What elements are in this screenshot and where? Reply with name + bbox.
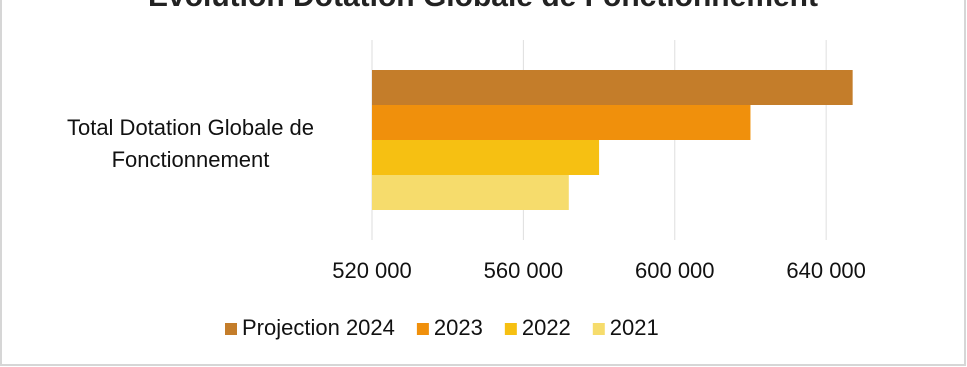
legend-label: Projection 2024	[242, 315, 395, 340]
x-tick-label: 600 000	[635, 258, 715, 283]
legend-label: 2022	[522, 315, 571, 340]
x-tick-label: 520 000	[332, 258, 412, 283]
bar	[372, 105, 751, 140]
legend-swatch	[504, 323, 517, 335]
bar	[372, 140, 600, 175]
legend-swatch	[416, 323, 429, 335]
x-tick-label: 640 000	[786, 258, 866, 283]
legend-swatch	[592, 323, 605, 335]
legend-label: 2021	[610, 315, 659, 340]
bar	[372, 175, 569, 210]
bar	[372, 70, 853, 105]
x-tick-label: 560 000	[484, 258, 564, 283]
legend-label: 2023	[434, 315, 483, 340]
chart-title: Evolution Dotation Globale de Fonctionne…	[148, 0, 818, 13]
legend-swatch	[225, 323, 237, 335]
category-label: Total Dotation Globale de Fonctionnement	[66, 115, 315, 172]
